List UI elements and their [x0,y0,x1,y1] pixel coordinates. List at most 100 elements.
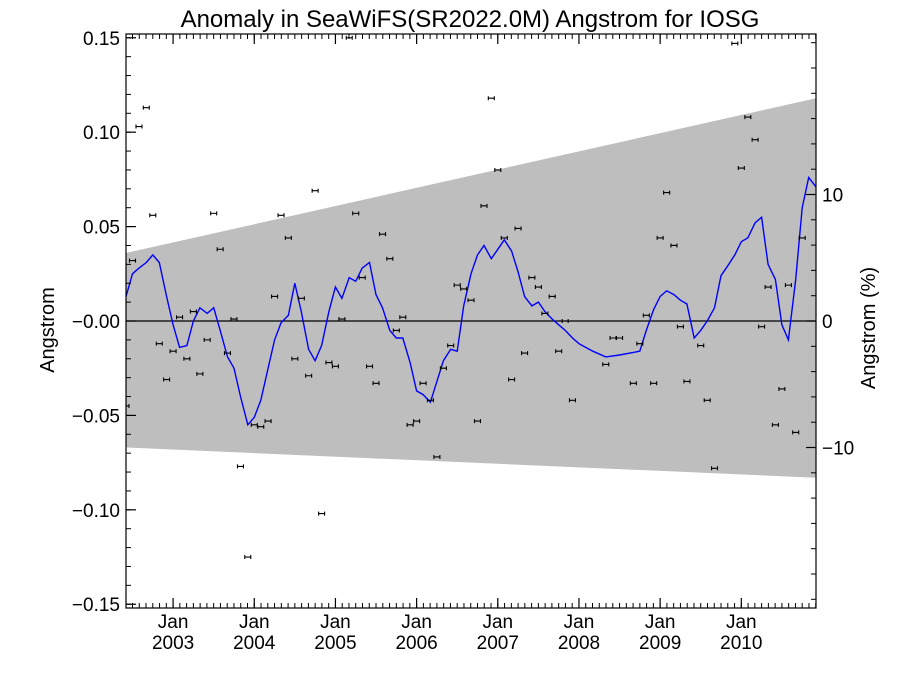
data-point-77 [676,324,684,329]
data-point-26 [297,296,305,301]
y2-tick-label-1: 0 [822,312,833,333]
y-tick-label-0: −0.15 [72,595,120,616]
x-tick-year-3: 2006 [395,633,437,654]
data-point-82 [731,41,739,46]
data-point-17 [236,464,245,469]
data-point-8 [176,315,184,320]
x-tick-month-5: Jan [564,612,595,633]
x-tick-month-4: Jan [482,612,513,633]
y-tick-label-2: −0.05 [72,406,120,427]
data-point-86 [758,324,766,329]
x-tick-year-2: 2005 [314,633,356,654]
data-point-42 [406,422,414,427]
data-point-27 [305,373,313,378]
data-point-39 [386,256,394,261]
data-point-40 [392,328,400,333]
data-point-64 [555,349,563,354]
data-point-63 [548,294,556,299]
data-point-14 [216,247,224,252]
data-point-13 [210,211,218,216]
data-point-28 [311,188,319,193]
data-point-65 [561,319,569,323]
data-point-10 [189,309,197,314]
data-point-34 [352,211,360,216]
data-point-49 [453,283,461,288]
data-point-37 [372,381,380,386]
data-point-2 [135,124,143,129]
data-point-54 [487,96,495,101]
data-point-67 [602,362,610,367]
x-tick-month-3: Jan [401,612,432,633]
data-point-70 [629,381,637,386]
data-point-38 [378,232,387,237]
confidence-band [126,98,816,478]
smoothed-series [126,175,816,427]
data-point-85 [751,137,759,142]
y2-tick-label-0: −10 [822,439,854,460]
data-point-22 [271,294,279,299]
y-tick-label-5: 0.10 [83,123,120,144]
data-point-12 [203,337,211,342]
data-point-31 [331,364,339,369]
data-point-88 [771,422,779,427]
data-point-53 [480,203,488,208]
data-points [126,35,806,560]
data-point-58 [514,226,522,231]
x-tick-year-0: 2003 [152,633,194,654]
data-point-0 [126,403,130,408]
data-point-30 [325,360,333,365]
data-point-50 [460,286,468,291]
data-point-6 [163,377,171,382]
data-point-79 [697,343,705,348]
y-axis-label: Angstrom [37,287,59,373]
data-point-47 [439,366,447,371]
data-point-61 [534,285,542,290]
data-point-62 [541,311,549,316]
data-point-24 [284,235,292,240]
right-axis-ticks: −10 0 10 [806,42,854,600]
data-point-46 [433,454,441,459]
x-tick-year-7: 2010 [720,633,762,654]
x-tick-year-6: 2009 [639,633,681,654]
data-point-48 [447,343,455,348]
data-point-29 [318,511,326,516]
data-point-72 [642,313,650,318]
x-tick-year-4: 2007 [477,633,519,654]
y-tick-label-1: −0.10 [72,501,120,522]
x-tick-year-1: 2004 [233,633,276,654]
right-axis-label: Angstrom (%) [858,267,880,389]
data-point-45 [426,398,434,403]
data-point-78 [683,379,691,384]
data-point-73 [650,381,658,386]
data-point-57 [508,377,516,382]
x-tick-month-1: Jan [239,612,270,633]
data-point-4 [149,213,157,218]
y-tick-label-4: 0.05 [83,218,120,239]
data-point-90 [784,283,792,288]
data-point-89 [778,386,786,391]
data-point-71 [636,341,644,346]
data-point-1 [128,258,137,263]
data-point-56 [500,235,508,240]
data-point-60 [528,275,536,280]
data-point-41 [399,315,407,320]
data-point-5 [155,341,163,346]
data-point-91 [792,430,800,435]
data-point-35 [358,275,366,280]
x-tick-month-2: Jan [320,612,351,633]
x-axis-ticks: Jan2003Jan2004Jan2005Jan2006Jan2007Jan20… [131,34,817,654]
band-polygon [126,98,816,478]
data-point-80 [703,398,711,403]
y-tick-label-3: −0.00 [72,312,120,333]
data-point-32 [338,317,346,322]
data-point-59 [521,351,529,356]
x-tick-month-0: Jan [158,612,189,633]
data-point-16 [230,317,238,322]
y2-tick-label-2: 10 [822,185,843,206]
data-point-20 [257,424,265,429]
data-point-7 [169,349,177,354]
y-tick-label-6: 0.15 [83,29,120,50]
smoothed-line [126,175,816,427]
data-point-83 [737,166,745,171]
